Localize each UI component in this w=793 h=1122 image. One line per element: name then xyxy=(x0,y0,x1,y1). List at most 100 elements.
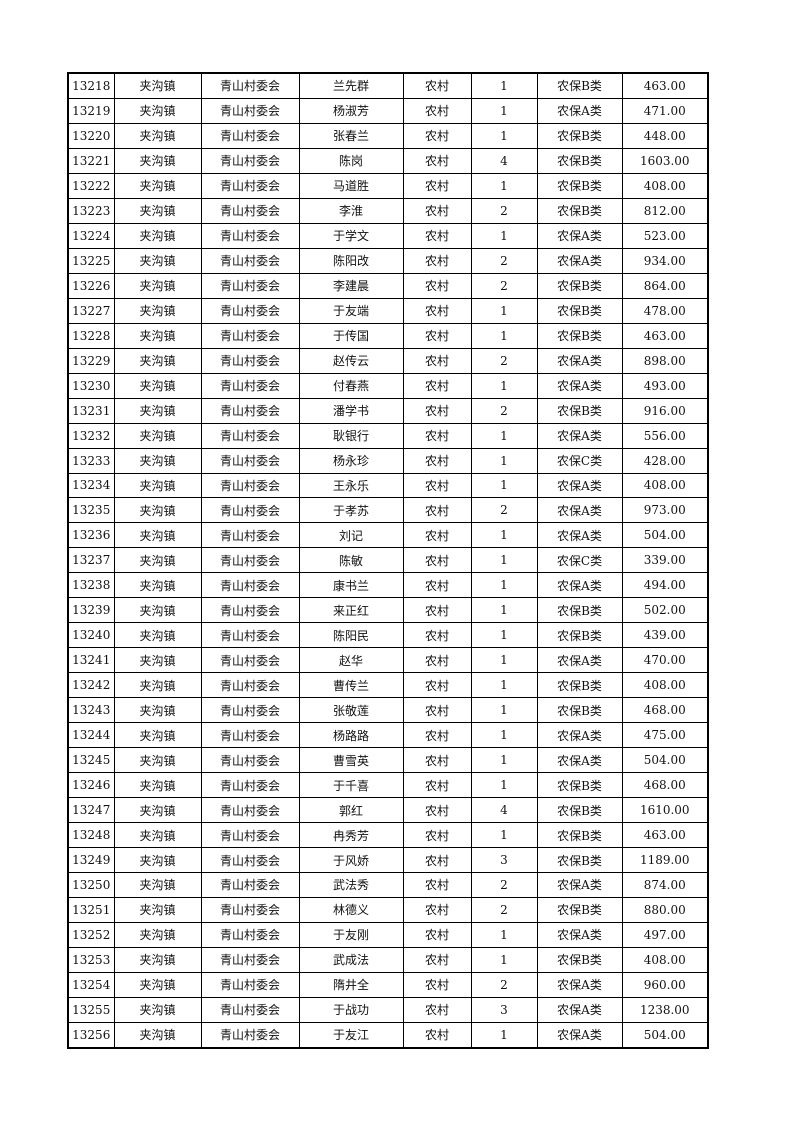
household-type-cell: 农村 xyxy=(402,747,472,774)
id-cell: 13247 xyxy=(67,797,115,824)
table-row: 13242 夹沟镇 青山村委会 曹传兰 农村 1 农保B类 408.00 xyxy=(67,672,709,699)
amount-cell: 874.00 xyxy=(621,872,709,898)
insurance-class-cell: 农保A类 xyxy=(536,996,623,1023)
household-type-cell: 农村 xyxy=(402,996,472,1023)
name-cell: 于风娇 xyxy=(298,847,404,873)
name-cell: 李建晨 xyxy=(298,272,404,299)
id-cell: 13226 xyxy=(67,272,115,299)
table-row: 13250 夹沟镇 青山村委会 武法秀 农村 2 农保A类 874.00 xyxy=(67,872,709,898)
household-type-cell: 农村 xyxy=(402,322,472,349)
id-cell: 13218 xyxy=(67,72,115,99)
id-cell: 13219 xyxy=(67,97,115,124)
insurance-class-cell: 农保A类 xyxy=(536,971,623,998)
village-cell: 青山村委会 xyxy=(200,197,300,224)
insurance-class-cell: 农保A类 xyxy=(536,97,623,124)
table-row: 13230 夹沟镇 青山村委会 付春燕 农村 1 农保A类 493.00 xyxy=(67,372,709,399)
household-type-cell: 农村 xyxy=(402,372,472,399)
table-row: 13225 夹沟镇 青山村委会 陈阳改 农村 2 农保A类 934.00 xyxy=(67,247,709,274)
id-cell: 13255 xyxy=(67,996,115,1023)
amount-cell: 408.00 xyxy=(621,946,709,973)
name-cell: 于友端 xyxy=(298,297,404,324)
insurance-class-cell: 农保B类 xyxy=(536,697,623,724)
people-count-cell: 1 xyxy=(470,747,538,774)
household-type-cell: 农村 xyxy=(402,822,472,849)
village-cell: 青山村委会 xyxy=(200,1021,300,1049)
table-row: 13238 夹沟镇 青山村委会 康书兰 农村 1 农保A类 494.00 xyxy=(67,572,709,599)
table-body: 13218 夹沟镇 青山村委会 兰先群 农村 1 农保B类 463.00 13219 夹沟镇 青山村… xyxy=(67,72,709,1049)
household-type-cell: 农村 xyxy=(402,72,472,99)
insurance-class-cell: 农保B类 xyxy=(536,822,623,849)
insurance-class-cell: 农保A类 xyxy=(536,647,623,674)
people-count-cell: 4 xyxy=(470,147,538,174)
table-row: 13231 夹沟镇 青山村委会 潘学书 农村 2 农保B类 916.00 xyxy=(67,397,709,424)
people-count-cell: 2 xyxy=(470,197,538,224)
id-cell: 13254 xyxy=(67,971,115,998)
name-cell: 陈敏 xyxy=(298,547,404,574)
village-cell: 青山村委会 xyxy=(200,822,300,849)
people-count-cell: 2 xyxy=(470,397,538,424)
insurance-class-cell: 农保A类 xyxy=(536,247,623,274)
table-row: 13243 夹沟镇 青山村委会 张敬莲 农村 1 农保B类 468.00 xyxy=(67,697,709,724)
town-cell: 夹沟镇 xyxy=(113,197,202,224)
people-count-cell: 1 xyxy=(470,97,538,124)
household-type-cell: 农村 xyxy=(402,447,472,474)
name-cell: 杨路路 xyxy=(298,722,404,749)
id-cell: 13235 xyxy=(67,497,115,524)
town-cell: 夹沟镇 xyxy=(113,122,202,149)
insurance-class-cell: 农保B类 xyxy=(536,147,623,174)
insurance-class-cell: 农保B类 xyxy=(536,272,623,299)
insurance-class-cell: 农保B类 xyxy=(536,122,623,149)
name-cell: 康书兰 xyxy=(298,572,404,599)
village-cell: 青山村委会 xyxy=(200,97,300,124)
name-cell: 林德义 xyxy=(298,896,404,923)
insurance-class-cell: 农保B类 xyxy=(536,322,623,349)
amount-cell: 475.00 xyxy=(621,722,709,749)
insurance-class-cell: 农保A类 xyxy=(536,722,623,749)
name-cell: 冉秀芳 xyxy=(298,822,404,849)
table-row: 13240 夹沟镇 青山村委会 陈阳民 农村 1 农保B类 439.00 xyxy=(67,622,709,649)
town-cell: 夹沟镇 xyxy=(113,97,202,124)
household-type-cell: 农村 xyxy=(402,847,472,873)
name-cell: 张春兰 xyxy=(298,122,404,149)
table-row: 13247 夹沟镇 青山村委会 郭红 农村 4 农保B类 1610.00 xyxy=(67,797,709,824)
household-type-cell: 农村 xyxy=(402,672,472,699)
amount-cell: 1603.00 xyxy=(621,147,709,174)
amount-cell: 864.00 xyxy=(621,272,709,299)
amount-cell: 502.00 xyxy=(621,597,709,624)
town-cell: 夹沟镇 xyxy=(113,946,202,973)
amount-cell: 504.00 xyxy=(621,1021,709,1049)
town-cell: 夹沟镇 xyxy=(113,72,202,99)
people-count-cell: 1 xyxy=(470,572,538,599)
table-row: 13251 夹沟镇 青山村委会 林德义 农村 2 农保B类 880.00 xyxy=(67,896,709,923)
table-row: 13237 夹沟镇 青山村委会 陈敏 农村 1 农保C类 339.00 xyxy=(67,547,709,574)
people-count-cell: 2 xyxy=(470,247,538,274)
village-cell: 青山村委会 xyxy=(200,971,300,998)
name-cell: 陈岗 xyxy=(298,147,404,174)
id-cell: 13252 xyxy=(67,921,115,948)
table-row: 13239 夹沟镇 青山村委会 来正红 农村 1 农保B类 502.00 xyxy=(67,597,709,624)
people-count-cell: 2 xyxy=(470,872,538,898)
name-cell: 李淮 xyxy=(298,197,404,224)
id-cell: 13251 xyxy=(67,896,115,923)
id-cell: 13250 xyxy=(67,872,115,898)
household-type-cell: 农村 xyxy=(402,622,472,649)
id-cell: 13229 xyxy=(67,347,115,374)
household-type-cell: 农村 xyxy=(402,872,472,898)
name-cell: 武成法 xyxy=(298,946,404,973)
village-cell: 青山村委会 xyxy=(200,347,300,374)
town-cell: 夹沟镇 xyxy=(113,547,202,574)
people-count-cell: 1 xyxy=(470,697,538,724)
name-cell: 隋井全 xyxy=(298,971,404,998)
table-row: 13236 夹沟镇 青山村委会 刘记 农村 1 农保A类 504.00 xyxy=(67,522,709,549)
town-cell: 夹沟镇 xyxy=(113,447,202,474)
town-cell: 夹沟镇 xyxy=(113,971,202,998)
insurance-class-cell: 农保C类 xyxy=(536,547,623,574)
town-cell: 夹沟镇 xyxy=(113,322,202,349)
table-row: 13245 夹沟镇 青山村委会 曹雪英 农村 1 农保A类 504.00 xyxy=(67,747,709,774)
amount-cell: 428.00 xyxy=(621,447,709,474)
town-cell: 夹沟镇 xyxy=(113,222,202,249)
amount-cell: 448.00 xyxy=(621,122,709,149)
name-cell: 赵传云 xyxy=(298,347,404,374)
household-type-cell: 农村 xyxy=(402,147,472,174)
town-cell: 夹沟镇 xyxy=(113,847,202,873)
